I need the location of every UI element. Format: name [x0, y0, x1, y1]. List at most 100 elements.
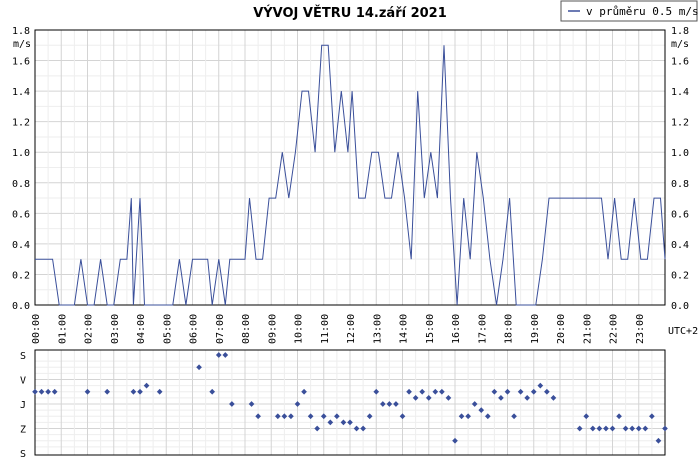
x-tick-label: 18:00 — [504, 314, 515, 344]
x-tick-label: 14:00 — [399, 314, 410, 344]
direction-point — [45, 388, 51, 395]
direction-point — [445, 395, 452, 401]
x-tick-label: 03:00 — [110, 314, 121, 344]
direction-point — [229, 401, 235, 407]
direction-point — [662, 425, 668, 432]
direction-point — [484, 413, 491, 420]
direction-point — [196, 364, 202, 371]
y-tick-label-left: 0.2 — [12, 270, 30, 281]
y-tick-label-right: 1.6 — [671, 57, 689, 68]
direction-point — [366, 413, 373, 420]
direction-point — [583, 413, 590, 420]
direction-point — [301, 388, 307, 395]
y-tick-label-left: 1.6 — [12, 57, 30, 68]
y-tick-label-left: 1.2 — [12, 118, 30, 129]
direction-point — [294, 401, 301, 407]
x-tick-label: 21:00 — [582, 314, 593, 344]
direction-point — [327, 419, 334, 426]
direction-point — [635, 425, 642, 432]
x-tick-label: 13:00 — [372, 314, 383, 344]
x-tick-label: 20:00 — [556, 314, 567, 344]
top-grid — [35, 30, 665, 305]
x-tick-label: 02:00 — [84, 314, 95, 344]
direction-point — [353, 425, 360, 432]
direction-point — [504, 388, 511, 395]
direction-point — [511, 413, 517, 420]
direction-point — [498, 395, 504, 401]
x-tick-label: 17:00 — [477, 314, 488, 344]
direction-point — [373, 388, 380, 395]
direction-point — [471, 401, 478, 407]
direction-point — [524, 395, 531, 401]
direction-point — [288, 413, 294, 420]
direction-point — [386, 401, 393, 407]
direction-tick-label: V — [20, 376, 26, 387]
direction-point — [589, 425, 596, 432]
direction-point — [340, 419, 347, 426]
direction-point — [84, 388, 91, 395]
direction-point — [360, 425, 366, 432]
timezone-label: UTC+2 — [668, 326, 698, 337]
direction-point — [130, 388, 137, 395]
direction-point — [517, 388, 524, 395]
bottom-grid — [35, 350, 665, 455]
direction-point — [281, 413, 288, 420]
direction-point — [478, 407, 485, 413]
direction-point — [530, 388, 537, 395]
direction-point — [458, 413, 465, 420]
y-tick-label-right: 1.2 — [671, 118, 689, 129]
direction-point — [491, 388, 498, 395]
direction-point — [143, 382, 150, 389]
y-axis-unit-left: m/s — [13, 39, 31, 50]
direction-point — [104, 388, 111, 395]
y-tick-label-left: 0.0 — [12, 301, 30, 312]
direction-point — [399, 413, 406, 420]
direction-point — [576, 425, 583, 432]
direction-point — [32, 388, 38, 395]
direction-tick-label: S — [20, 449, 26, 460]
direction-point — [222, 352, 229, 358]
direction-point — [432, 388, 439, 395]
legend-label: v průměru 0.5 m/s — [586, 5, 699, 18]
x-tick-label: 08:00 — [241, 314, 252, 344]
y-tick-label-left: 1.8 — [12, 26, 30, 37]
y-tick-label-right: 0.8 — [671, 179, 689, 190]
y-tick-label-right: 1.8 — [671, 26, 689, 37]
direction-point — [622, 425, 629, 432]
x-tick-label: 06:00 — [189, 314, 200, 344]
x-tick-label: 15:00 — [425, 314, 436, 344]
y-tick-label-right: 1.0 — [671, 148, 689, 159]
direction-point — [379, 401, 386, 407]
direction-point — [320, 413, 327, 420]
x-tick-label: 23:00 — [635, 314, 646, 344]
direction-point — [274, 413, 281, 420]
direction-point — [347, 419, 353, 426]
direction-point — [38, 388, 45, 395]
y-tick-label-right: 0.6 — [671, 209, 689, 220]
direction-point — [596, 425, 603, 432]
legend: v průměru 0.5 m/s — [560, 0, 699, 22]
chart-title: VÝVOJ VĚTRU 14.září 2021 — [253, 5, 447, 21]
direction-point — [419, 388, 426, 395]
direction-point — [215, 352, 222, 358]
direction-point — [550, 395, 557, 401]
direction-point — [314, 425, 321, 432]
y-tick-label-right: 0.0 — [671, 301, 689, 312]
direction-point — [439, 388, 445, 395]
direction-point — [51, 388, 58, 395]
direction-point — [248, 401, 255, 407]
direction-point — [307, 413, 314, 420]
y-tick-label-right: 0.2 — [671, 270, 689, 281]
direction-point — [649, 413, 655, 420]
direction-point — [406, 388, 412, 395]
y-tick-label-left: 1.4 — [12, 87, 30, 98]
x-tick-label: 19:00 — [530, 314, 541, 344]
y-tick-label-right: 0.4 — [671, 240, 689, 251]
direction-point — [209, 388, 216, 395]
direction-point — [537, 382, 544, 389]
direction-point — [156, 388, 163, 395]
x-tick-label: 01:00 — [57, 314, 68, 344]
direction-point — [425, 395, 432, 401]
x-tick-label: 11:00 — [320, 314, 331, 344]
